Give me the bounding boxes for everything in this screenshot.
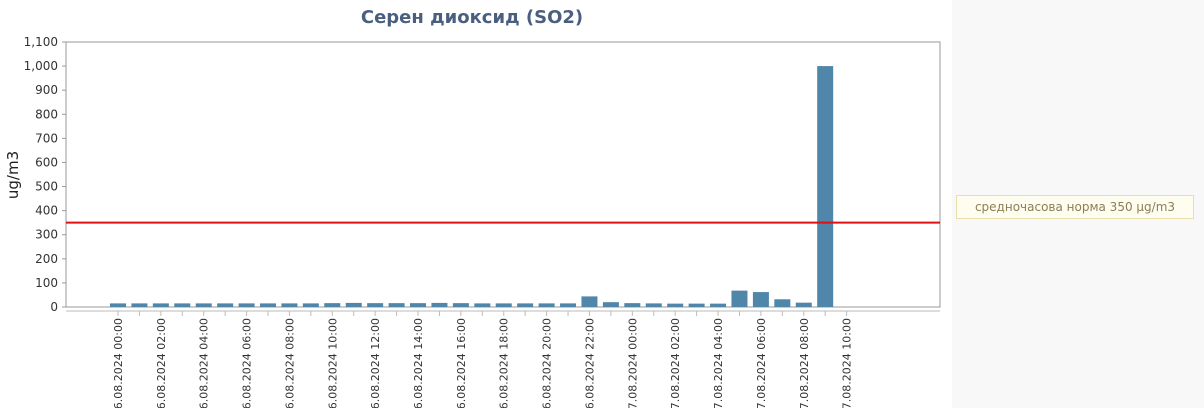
bar	[560, 303, 577, 307]
plot-frame	[65, 41, 941, 308]
y-tick-label: 400	[35, 204, 58, 218]
bar	[602, 302, 619, 307]
bar	[817, 66, 834, 307]
y-tick-label: 300	[35, 228, 58, 242]
y-tick-label: 500	[35, 180, 58, 194]
bar	[174, 303, 191, 307]
bar	[688, 303, 705, 307]
bar	[774, 299, 791, 307]
bar	[645, 303, 662, 307]
bar	[710, 303, 727, 307]
y-tick-label: 1,100	[24, 35, 58, 49]
bar	[195, 303, 212, 307]
bar	[367, 303, 384, 307]
bar	[388, 303, 405, 307]
bar	[538, 303, 555, 307]
bar	[410, 303, 427, 307]
bar	[281, 303, 298, 307]
chart-title: Серен диоксид (SO2)	[361, 7, 583, 28]
bar	[152, 303, 169, 307]
bar	[302, 303, 319, 307]
bar	[495, 303, 512, 307]
x-tick-label: 06.08.2024 18:00	[498, 318, 511, 408]
y-tick-label: 100	[35, 276, 58, 290]
x-tick-label: 07.08.2024 06:00	[755, 318, 768, 408]
bar	[452, 303, 469, 307]
bar	[517, 303, 534, 307]
bar	[474, 303, 491, 307]
y-tick-label: 700	[35, 131, 58, 145]
y-tick-label: 900	[35, 83, 58, 97]
bar	[795, 302, 812, 307]
x-tick-label: 06.08.2024 08:00	[283, 318, 296, 408]
x-tick-label: 06.08.2024 22:00	[583, 318, 596, 408]
y-axis-label: ug/m3	[4, 151, 22, 199]
bar	[624, 303, 641, 307]
y-tick-label: 1,000	[24, 59, 58, 73]
x-tick-label: 06.08.2024 10:00	[326, 318, 339, 408]
x-tick-label: 07.08.2024 08:00	[798, 318, 811, 408]
x-tick-label: 06.08.2024 16:00	[455, 318, 468, 408]
y-tick-label: 800	[35, 107, 58, 121]
y-tick-label: 0	[50, 300, 58, 314]
bar	[110, 303, 126, 307]
x-tick-label: 07.08.2024 00:00	[626, 318, 639, 408]
x-tick-label: 06.08.2024 00:00	[112, 318, 125, 408]
bar	[667, 303, 684, 307]
bar	[752, 292, 769, 307]
bar	[581, 296, 598, 307]
y-tick-label: 200	[35, 252, 58, 266]
bar	[431, 302, 448, 307]
y-tick-label: 600	[35, 155, 58, 169]
bar	[731, 290, 748, 307]
threshold-note: средночасова норма 350 µg/m3	[956, 195, 1194, 219]
x-tick-label: 06.08.2024 04:00	[198, 318, 211, 408]
bar	[345, 302, 362, 307]
bar	[238, 303, 255, 307]
bar	[324, 303, 341, 307]
x-tick-label: 06.08.2024 12:00	[369, 318, 382, 408]
x-tick-label: 07.08.2024 04:00	[712, 318, 725, 408]
x-tick-label: 06.08.2024 20:00	[541, 318, 554, 408]
x-tick-label: 06.08.2024 14:00	[412, 318, 425, 408]
x-tick-label: 07.08.2024 02:00	[669, 318, 682, 408]
bar	[260, 303, 277, 307]
x-tick-label: 06.08.2024 02:00	[155, 318, 168, 408]
chart: Серен диоксид (SO2) ug/m3 0 100 200 300 400 5…	[4, 7, 941, 408]
bar	[217, 303, 234, 307]
x-tick-label: 07.08.2024 10:00	[841, 318, 854, 408]
x-tick-label: 06.08.2024 06:00	[241, 318, 254, 408]
bar	[131, 303, 148, 307]
